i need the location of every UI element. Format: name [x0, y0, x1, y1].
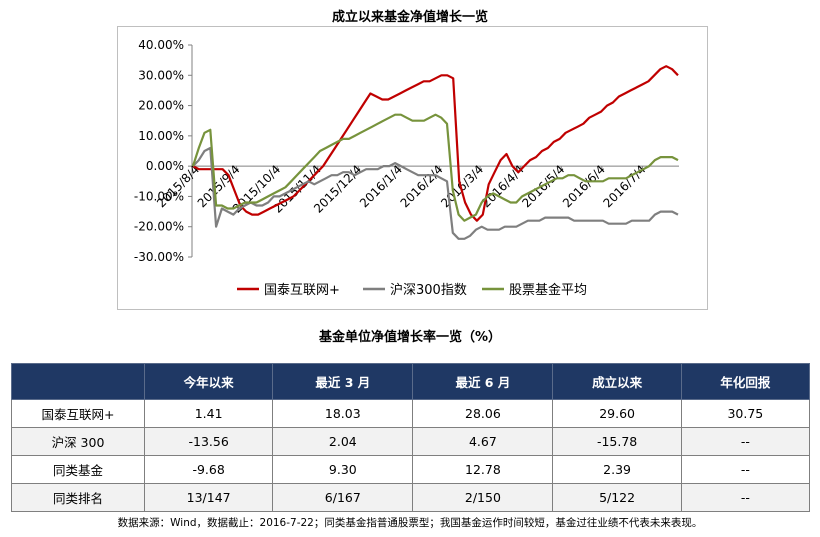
- table-row: 同类基金 -9.68 9.30 12.78 2.39 --: [11, 455, 811, 484]
- table-row: 沪深 300 -13.56 2.04 4.67 -15.78 --: [11, 427, 811, 456]
- y-tick-label: 30.00%: [138, 68, 184, 82]
- series-line: [191, 113, 679, 222]
- table-cell: 5/122: [552, 483, 682, 512]
- table-cell: 30.75: [680, 399, 811, 428]
- y-tick-label: 10.00%: [138, 129, 184, 143]
- table-cell: 2.39: [552, 455, 682, 484]
- y-tick-label: -30.00%: [134, 250, 184, 264]
- table-cell: -9.68: [143, 455, 274, 484]
- legend-label: 国泰互联网+: [264, 283, 340, 298]
- chart-title: 成立以来基金净值增长一览: [331, 10, 488, 25]
- header-cell: 最近 6 月: [412, 363, 554, 400]
- line-chart: 40.00% 30.00% 20.00% 10.00% 0.00% -10.00% -20.…: [134, 38, 679, 298]
- table-cell: -13.56: [143, 427, 274, 456]
- row-label: 同类排名: [11, 483, 145, 512]
- table-cell: 9.30: [272, 455, 414, 484]
- row-label: 沪深 300: [11, 427, 145, 456]
- table-cell: 12.78: [412, 455, 554, 484]
- table-header-row: 今年以来 最近 3 月 最近 6 月 成立以来 年化回报: [11, 363, 811, 400]
- series-line: [192, 146, 679, 240]
- header-cell: 成立以来: [552, 363, 682, 400]
- table-cell: 29.60: [552, 399, 682, 428]
- table-cell: 1.41: [143, 399, 274, 428]
- table-row: 同类排名 13/147 6/167 2/150 5/122 --: [11, 483, 811, 512]
- table-row: 国泰互联网+ 1.41 18.03 28.06 29.60 30.75: [11, 399, 811, 428]
- legend-label: 股票基金平均: [509, 282, 587, 298]
- x-tick-label: 2016/6/4: [560, 162, 608, 210]
- table-cell: 18.03: [272, 399, 414, 428]
- table-cell: --: [680, 455, 811, 484]
- table-cell: -15.78: [552, 427, 682, 456]
- chart-frame: [117, 26, 708, 310]
- row-label: 国泰互联网+: [11, 399, 145, 428]
- series-line: [192, 65, 679, 222]
- x-tick-label: 2016/2/4: [398, 162, 446, 210]
- table-cell: 13/147: [143, 483, 274, 512]
- nav-growth-table: 今年以来 最近 3 月 最近 6 月 成立以来 年化回报 国泰互联网+ 1.41…: [11, 363, 811, 512]
- table-cell: 6/167: [272, 483, 414, 512]
- header-cell: 今年以来: [143, 363, 274, 400]
- y-tick-label: 40.00%: [138, 38, 184, 52]
- row-label: 同类基金: [11, 455, 145, 484]
- table-cell: 4.67: [412, 427, 554, 456]
- header-cell: 最近 3 月: [272, 363, 414, 400]
- y-tick-label: 0.00%: [146, 159, 184, 173]
- footnote: 数据来源：Wind，数据截止：2016-7-22；同类基金指普通股票型；我国基金…: [117, 517, 703, 529]
- table-cell: --: [680, 427, 811, 456]
- table-cell: 2/150: [412, 483, 554, 512]
- header-cell: 年化回报: [680, 363, 811, 400]
- y-tick-label: 20.00%: [138, 99, 184, 113]
- x-tick-label: 2016/3/4: [438, 162, 486, 210]
- legend-label: 沪深300指数: [390, 282, 467, 298]
- y-tick-label: -10.00%: [134, 189, 184, 203]
- table-cell: --: [680, 483, 811, 512]
- header-cell: [11, 363, 145, 400]
- table-cell: 28.06: [412, 399, 554, 428]
- table-cell: 2.04: [272, 427, 414, 456]
- table-title: 基金单位净值增长率一览（%）: [318, 330, 502, 345]
- y-tick-label: -20.00%: [134, 220, 184, 234]
